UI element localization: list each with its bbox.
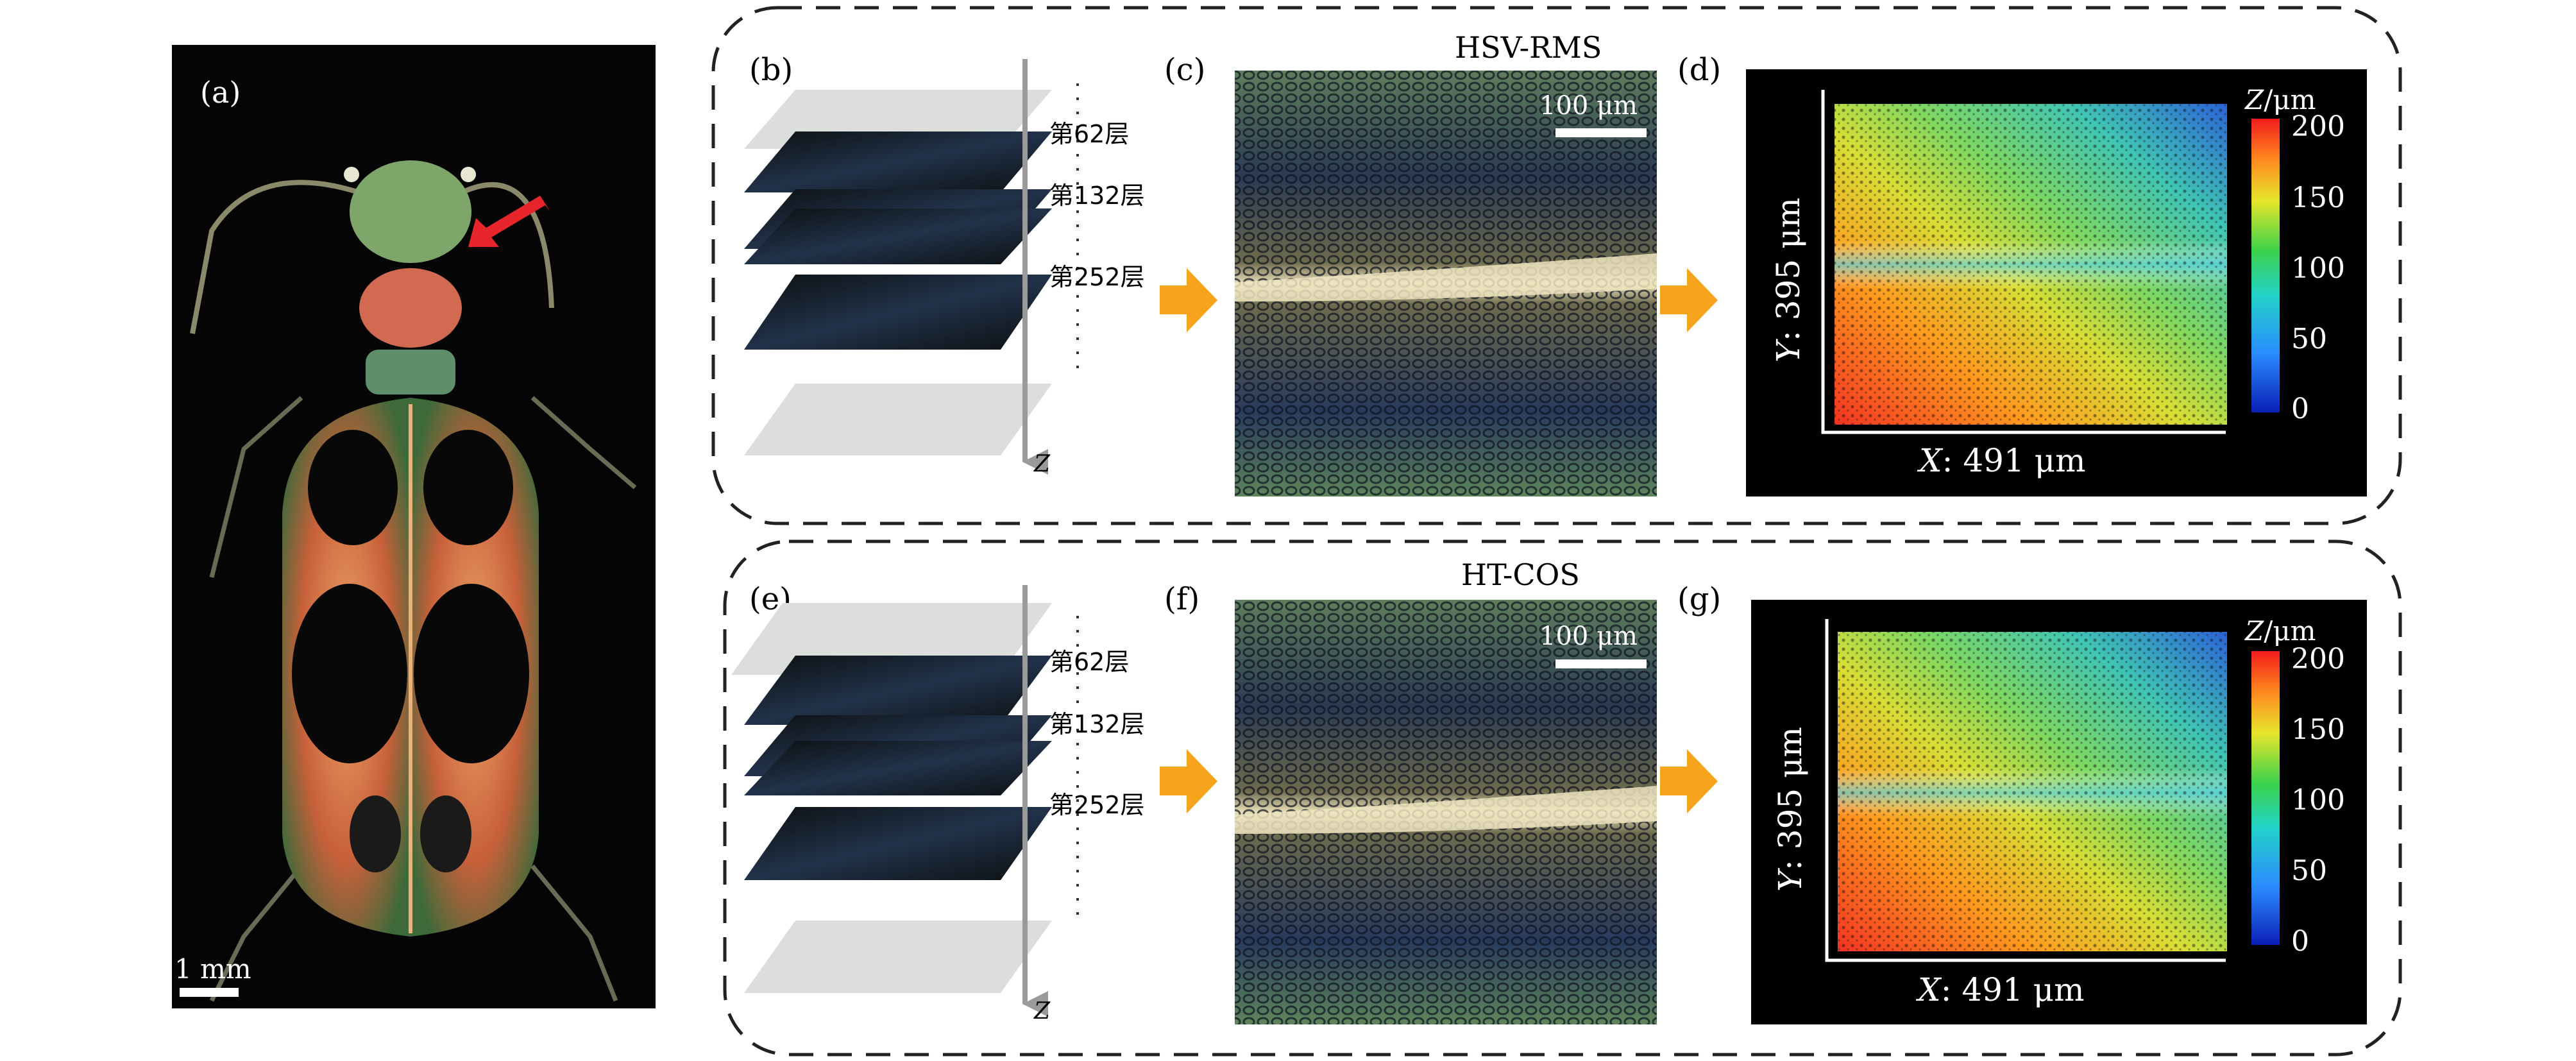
top-stack-label: (b) bbox=[749, 52, 793, 88]
bottom-z-axis-label: Z bbox=[1033, 998, 1051, 1024]
panel-a-scale-text: 1 mm bbox=[174, 953, 251, 985]
top-layer-252 bbox=[744, 275, 1052, 350]
top-height-map: (d) X: 491 μm Y: 395 μm Z/μm 200 150 100… bbox=[1677, 52, 2367, 497]
bottom-orange-arrow-2 bbox=[1660, 749, 1718, 813]
bottom-layer-252-label: 第252层 bbox=[1049, 791, 1145, 819]
bottom-tick-0: 0 bbox=[2291, 925, 2309, 958]
top-colorbar-title: Z/μm bbox=[2244, 84, 2316, 115]
top-layer-gray-bottom bbox=[744, 384, 1052, 455]
bottom-layer-132-label: 第132层 bbox=[1049, 710, 1145, 738]
bottom-layer-132b bbox=[744, 741, 1052, 795]
panel-a-scale-bar bbox=[180, 988, 239, 997]
top-tick-200: 200 bbox=[2291, 110, 2345, 143]
bottom-layer-gray-bottom bbox=[744, 921, 1052, 993]
bottom-image-scale-bar bbox=[1555, 659, 1647, 668]
top-image-scale-bar bbox=[1555, 128, 1647, 137]
top-z-axis-label: Z bbox=[1033, 451, 1051, 477]
top-method-title: HSV-RMS bbox=[1455, 30, 1602, 65]
bottom-layer-62 bbox=[744, 656, 1052, 725]
bottom-tick-50: 50 bbox=[2291, 854, 2327, 887]
panel-a-label: (a) bbox=[200, 75, 241, 110]
top-layer-132-label: 第132层 bbox=[1049, 182, 1145, 210]
bottom-colorbar-title: Z/μm bbox=[2244, 615, 2316, 647]
bottom-colorbar-ticks: 200 150 100 50 0 bbox=[2291, 643, 2345, 958]
top-tick-0: 0 bbox=[2291, 393, 2309, 425]
top-tick-50: 50 bbox=[2291, 323, 2327, 355]
top-map-y-axis-label: Y: 395 μm bbox=[1770, 198, 1807, 362]
panel-a: (a) 1 mm bbox=[172, 45, 656, 1008]
bottom-map-label: (g) bbox=[1677, 581, 1721, 617]
top-micro-image: (c) HSV-RMS 100 μm bbox=[1164, 30, 1657, 497]
bottom-tick-200: 200 bbox=[2291, 643, 2345, 675]
top-colorbar-ticks: 200 150 100 50 0 bbox=[2291, 110, 2345, 425]
top-tick-100: 100 bbox=[2291, 252, 2345, 285]
top-layer-132b bbox=[744, 208, 1052, 264]
top-map-x-axis-label: X: 491 μm bbox=[1917, 442, 2086, 479]
bottom-height-map: (g) X: 491 μm Y: 395 μm Z/μm 200 150 100… bbox=[1677, 581, 2367, 1024]
bottom-orange-arrow-1 bbox=[1160, 749, 1217, 813]
beetle-illustration bbox=[190, 160, 637, 1002]
top-layer-62-label: 第62层 bbox=[1049, 120, 1129, 148]
bottom-map-x-axis-label: X: 491 μm bbox=[1915, 971, 2085, 1008]
bottom-method-title: HT-COS bbox=[1461, 557, 1580, 592]
top-orange-arrow-2 bbox=[1660, 268, 1718, 332]
top-colorbar bbox=[2251, 119, 2280, 412]
top-image-scale-text: 100 μm bbox=[1539, 91, 1638, 121]
bottom-image-scale-text: 100 μm bbox=[1539, 622, 1638, 651]
top-layer-62 bbox=[744, 132, 1052, 192]
bottom-micro-image: (f) HT-COS 100 μm bbox=[1164, 557, 1657, 1024]
bottom-stack-diagram: (e) 第62层 第132层 第252层 Z bbox=[731, 581, 1145, 1024]
top-stack-diagram: (b) 第62层 第132层 第252层 Z bbox=[744, 52, 1145, 477]
top-tick-150: 150 bbox=[2291, 182, 2345, 214]
bottom-map-axes bbox=[1825, 619, 2226, 962]
top-orange-arrow-1 bbox=[1160, 268, 1217, 332]
top-map-label: (d) bbox=[1677, 52, 1721, 88]
bottom-row: (e) 第62层 第132层 第252层 Z (f) HT-COS 100 μm bbox=[731, 557, 2367, 1024]
bottom-layer-62-label: 第62层 bbox=[1049, 648, 1129, 676]
bottom-colorbar bbox=[2251, 651, 2280, 945]
bottom-map-y-axis-label: Y: 395 μm bbox=[1772, 727, 1809, 892]
top-row: (b) 第62层 第132层 第252层 Z (c) HSV-RMS 100 μ… bbox=[744, 30, 2367, 497]
bottom-image-label: (f) bbox=[1164, 581, 1199, 617]
bottom-tick-100: 100 bbox=[2291, 784, 2345, 817]
bottom-tick-150: 150 bbox=[2291, 713, 2345, 746]
top-image-label: (c) bbox=[1164, 52, 1205, 88]
red-arrow bbox=[468, 196, 550, 247]
top-map-axes bbox=[1821, 90, 2226, 434]
top-row-frame bbox=[711, 6, 2402, 525]
bottom-row-frame bbox=[723, 539, 2402, 1057]
bottom-layer-252 bbox=[744, 807, 1052, 880]
top-layer-252-label: 第252层 bbox=[1049, 263, 1145, 291]
